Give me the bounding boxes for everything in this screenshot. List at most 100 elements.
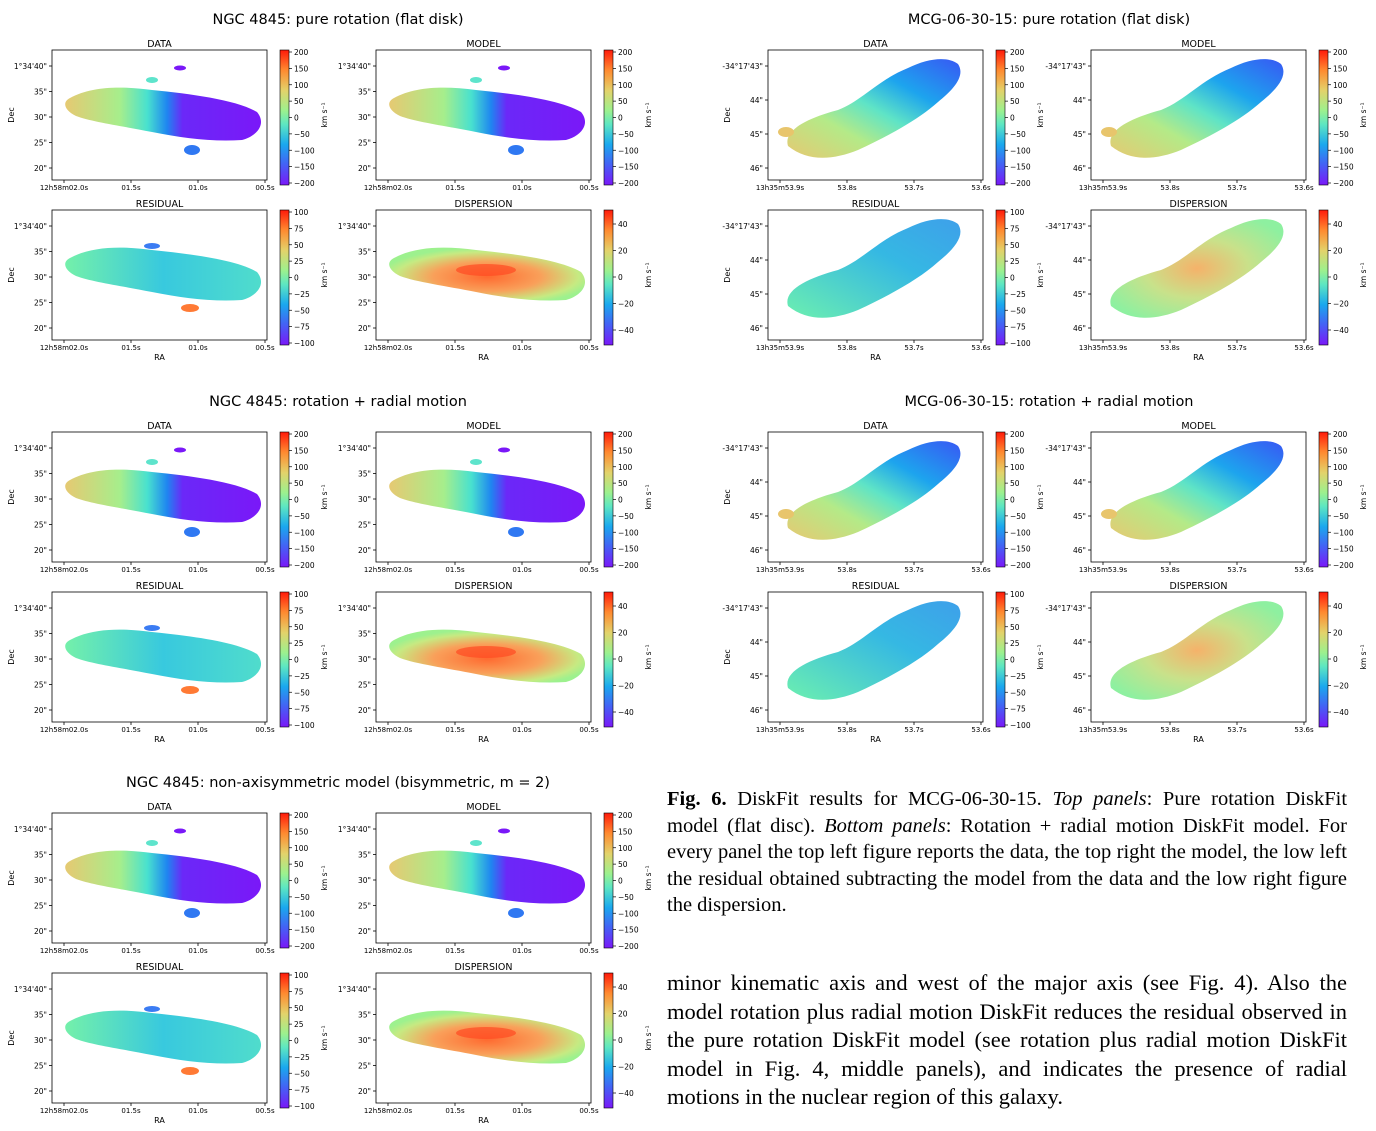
colorbar-tick-label: 0: [618, 655, 623, 664]
colorbar-tick-label: 50: [294, 479, 304, 488]
colorbar-tick-label: −100: [294, 339, 315, 348]
colorbar-tick-label: −200: [294, 179, 315, 188]
emission-knot: [498, 828, 510, 834]
colorbar-tick-label: −25: [294, 1053, 310, 1062]
x-tick-label: 00.5s: [255, 947, 275, 955]
colorbar-tick-label: −100: [1333, 146, 1354, 155]
y-tick-label: 1°34'40": [338, 444, 371, 453]
plot-panel: RESIDUAL 1°34'40" 35" 30" 25" 20" 12h58m02.0s 0…: [7, 199, 329, 362]
caption-text-3: : Rotation + radial motion DiskFit model…: [667, 814, 1347, 917]
emission-knot: [146, 77, 158, 83]
dispersion-peak: [456, 1027, 516, 1039]
colorbar-tick-label: −100: [294, 146, 315, 155]
figure-caption: Fig. 6. DiskFit results for MCG-06-30-15…: [667, 786, 1347, 919]
y-tick-label: -34°17'43": [722, 444, 763, 453]
y-axis-label: Dec: [7, 870, 16, 885]
colorbar-label: km s⁻¹: [320, 866, 329, 891]
colorbar-tick-label: −100: [294, 721, 315, 730]
galaxy-map: [1110, 59, 1284, 158]
y-axis-label: Dec: [7, 107, 16, 122]
colorbar: [603, 49, 614, 186]
colorbar-tick-label: 200: [294, 430, 309, 439]
x-tick-label: 01.5s: [121, 726, 141, 734]
colorbar-label: km s⁻¹: [320, 103, 329, 128]
x-tick-label: 01.0s: [512, 726, 532, 734]
x-tick-label: 13h35m53.9s: [1079, 566, 1128, 574]
y-axis-label: Dec: [7, 489, 16, 504]
emission-knot: [184, 145, 200, 155]
y-tick-label: 1°34'40": [338, 825, 371, 834]
colorbar-tick-label: 25: [294, 1020, 304, 1029]
x-tick-label: 00.5s: [255, 566, 275, 574]
emission-knot: [184, 527, 200, 537]
y-tick-label: 45": [750, 512, 763, 521]
plot-panel: DISPERSION 1°34'40" 35" 30" 25" 20" 12h58m02.0…: [338, 581, 653, 744]
colorbar-label: km s⁻¹: [320, 263, 329, 288]
y-tick-label: 30": [358, 113, 371, 122]
galaxy-map: [787, 441, 961, 540]
figure-title: MCG-06-30-15: pure rotation (flat disk): [908, 12, 1190, 28]
y-tick-label: 35": [358, 88, 371, 97]
x-tick-label: 53.6s: [1294, 184, 1314, 192]
y-tick-label: 25": [34, 139, 47, 148]
y-tick-label: 30": [34, 495, 47, 504]
colorbar-tick-label: 50: [294, 1004, 304, 1013]
colorbar-tick-label: −50: [618, 130, 634, 139]
colorbar-tick-label: 100: [1010, 463, 1025, 472]
colorbar-tick-label: 20: [618, 629, 628, 638]
colorbar-tick-label: 0: [618, 273, 623, 282]
x-tick-label: 01.0s: [188, 184, 208, 192]
colorbar-tick-label: −75: [294, 1086, 310, 1095]
colorbar-tick-label: −200: [294, 942, 315, 951]
x-tick-label: 01.0s: [512, 566, 532, 574]
colorbar-label: km s⁻¹: [644, 263, 653, 288]
plot-panel: MODEL -34°17'43" 44" 45" 46" 13h35m53.9s 53.8s…: [1045, 39, 1368, 192]
colorbar: [995, 209, 1006, 346]
panel-title: RESIDUAL: [136, 962, 184, 973]
colorbar-tick-label: 50: [1333, 479, 1343, 488]
y-tick-label: -34°17'43": [722, 604, 763, 613]
galaxy-map: [65, 1010, 262, 1064]
colorbar-tick-label: −50: [294, 306, 310, 315]
emission-knot: [146, 459, 158, 465]
y-tick-label: 44": [750, 638, 763, 647]
x-tick-label: 01.5s: [121, 184, 141, 192]
colorbar-tick-label: −75: [1010, 705, 1026, 714]
body-paragraph-text: minor kinematic axis and west of the maj…: [667, 970, 1347, 1110]
colorbar-tick-label: −25: [294, 672, 310, 681]
colorbar-tick-label: 75: [1010, 606, 1020, 615]
y-tick-label: 44": [750, 256, 763, 265]
colorbar-tick-label: 0: [1010, 496, 1015, 505]
panel-title: MODEL: [466, 421, 501, 432]
y-tick-label: 35": [358, 248, 371, 257]
y-tick-label: 45": [750, 672, 763, 681]
emission-knot: [470, 840, 482, 846]
emission-knot: [1101, 509, 1117, 519]
y-tick-label: 20": [34, 706, 47, 715]
y-tick-label: 46": [750, 546, 763, 555]
x-axis-label: RA: [478, 1116, 489, 1125]
colorbar-tick-label: 75: [294, 987, 304, 996]
y-tick-label: -34°17'43": [1045, 444, 1086, 453]
x-axis-label: RA: [1193, 735, 1204, 744]
x-tick-label: 53.8s: [837, 726, 857, 734]
colorbar-tick-label: 50: [1010, 97, 1020, 106]
colorbar-tick-label: −25: [294, 290, 310, 299]
colorbar-tick-label: −200: [1010, 561, 1031, 570]
y-tick-label: 45": [750, 130, 763, 139]
emission-knot: [778, 127, 794, 137]
plot-panel: DATA -34°17'43" 44" 45" 46" 13h35m53.9s 53.8s 5…: [722, 39, 1045, 192]
colorbar-tick-label: 20: [1333, 629, 1343, 638]
colorbar-tick-label: −150: [618, 163, 639, 172]
colorbar-tick-label: 0: [1333, 273, 1338, 282]
x-axis-label: RA: [154, 353, 165, 362]
y-tick-label: 1°34'40": [14, 604, 47, 613]
colorbar-tick-label: −100: [1333, 528, 1354, 537]
colorbar-label: km s⁻¹: [1036, 645, 1045, 670]
x-tick-label: 01.0s: [188, 344, 208, 352]
colorbar-tick-label: 100: [294, 81, 309, 90]
colorbar-tick-label: 100: [294, 208, 309, 217]
y-tick-label: 46": [1073, 324, 1086, 333]
colorbar-tick-label: 200: [294, 48, 309, 57]
colorbar-tick-label: 100: [1010, 208, 1025, 217]
